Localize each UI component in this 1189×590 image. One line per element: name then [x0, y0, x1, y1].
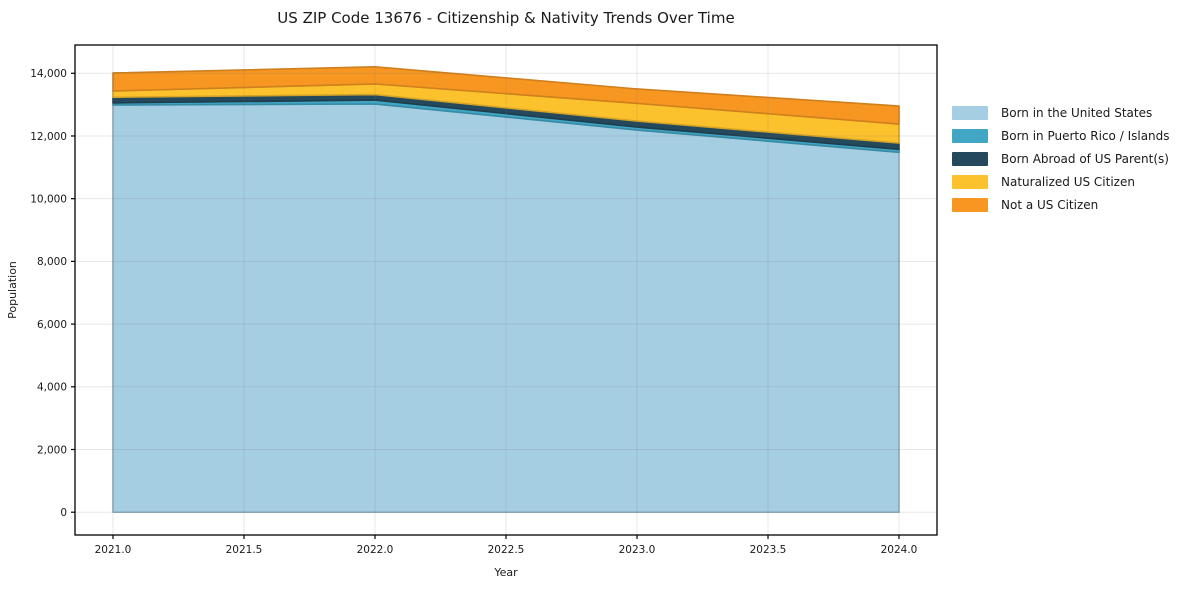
x-tick-label: 2024.0	[881, 544, 918, 556]
legend-item-naturalized-us-citizen: Naturalized US Citizen	[952, 175, 1170, 189]
y-tick-label: 8,000	[37, 256, 67, 268]
legend-item-born-in-puerto-rico-islands: Born in Puerto Rico / Islands	[952, 129, 1170, 143]
legend-swatch	[952, 129, 988, 143]
x-tick-label: 2023.5	[750, 544, 787, 556]
legend-label: Not a US Citizen	[1001, 198, 1099, 212]
legend-swatch	[952, 175, 988, 189]
y-tick-label: 4,000	[37, 382, 67, 394]
area-series-layer	[112, 66, 900, 514]
legend-label: Born in the United States	[1001, 106, 1153, 120]
legend-label: Naturalized US Citizen	[1001, 175, 1135, 189]
y-tick-label: 6,000	[37, 319, 67, 331]
x-axis-label: Year	[493, 566, 518, 579]
x-tick-label: 2023.0	[619, 544, 656, 556]
x-tick-label: 2021.5	[226, 544, 263, 556]
chart-title: US ZIP Code 13676 - Citizenship & Nativi…	[277, 9, 735, 27]
area-not-a-us-citizen	[112, 66, 900, 125]
y-tick-label: 10,000	[30, 193, 67, 205]
legend-item-not-a-us-citizen: Not a US Citizen	[952, 198, 1170, 212]
legend-item-born-in-the-united-states: Born in the United States	[952, 106, 1170, 120]
legend: Born in the United States Born in Puerto …	[952, 106, 1170, 212]
legend-label: Born Abroad of US Parent(s)	[1001, 152, 1169, 166]
x-tick-label: 2022.0	[357, 544, 394, 556]
axes-layer: 2021.0 2021.5 2022.0 2022.5 2023.0 2023.5 2024…	[30, 44, 938, 556]
legend-item-born-abroad-of-us-parent-s: Born Abroad of US Parent(s)	[952, 152, 1170, 166]
y-axis-label: Population	[6, 261, 19, 319]
y-tick-label: 0	[60, 507, 67, 519]
legend-label: Born in Puerto Rico / Islands	[1001, 129, 1170, 143]
legend-swatch	[952, 198, 988, 212]
y-tick-label: 14,000	[30, 68, 67, 80]
gridlines-overlay-layer	[75, 45, 937, 535]
legend-swatch	[952, 152, 988, 166]
y-tick-label: 12,000	[30, 131, 67, 143]
x-tick-label: 2021.0	[95, 544, 132, 556]
legend-swatch	[952, 106, 988, 120]
x-tick-label: 2022.5	[488, 544, 525, 556]
y-tick-label: 2,000	[37, 444, 67, 456]
